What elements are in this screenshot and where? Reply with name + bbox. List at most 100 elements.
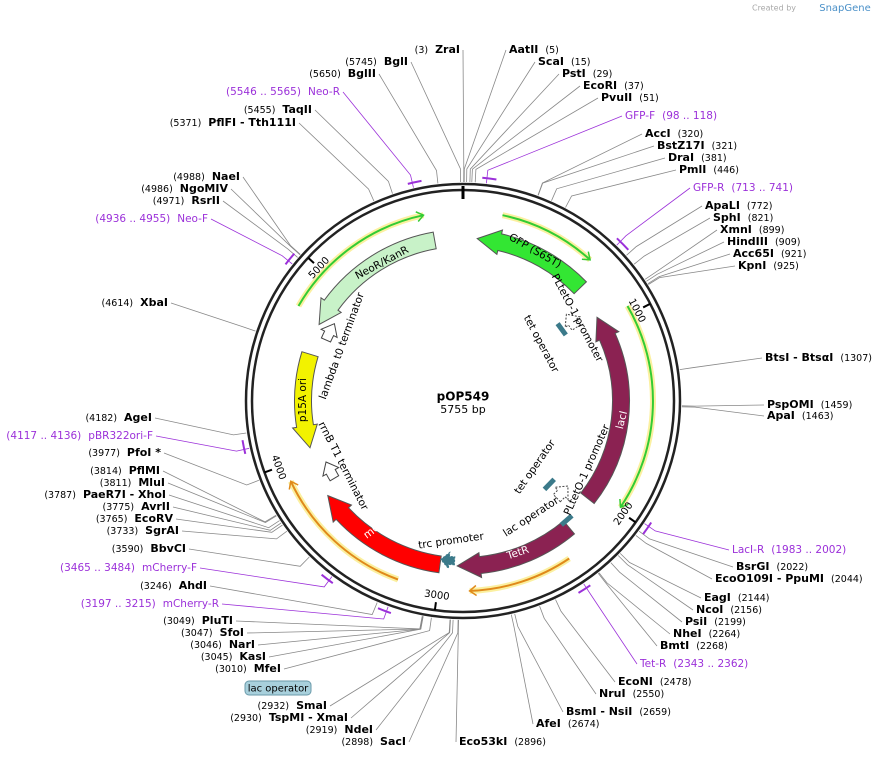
site-position: (2478) bbox=[660, 677, 692, 688]
plasmid-length: 5755 bp bbox=[440, 403, 485, 416]
site-name: BbvCI bbox=[150, 542, 186, 555]
site-name: Neo-F bbox=[177, 213, 208, 225]
site-leader bbox=[167, 482, 277, 524]
site-name: PmlI bbox=[679, 163, 706, 176]
feature-label: rrnB T1 terminator bbox=[315, 420, 370, 513]
site-name: TspMI - XmaI bbox=[269, 711, 348, 724]
feature-track-head bbox=[581, 251, 592, 261]
site-name: NaeI bbox=[212, 170, 240, 183]
feature-arrow bbox=[327, 494, 442, 574]
site-name: XbaI bbox=[140, 296, 168, 309]
site-leader bbox=[235, 616, 423, 630]
site-name: ApaLI bbox=[705, 199, 740, 212]
site-label: EcoRI (37) bbox=[583, 79, 644, 92]
site-position: (2659) bbox=[639, 707, 671, 718]
feature-arrow bbox=[318, 231, 437, 326]
primer-mark bbox=[284, 252, 296, 266]
site-leader bbox=[644, 523, 730, 551]
site-label: ApaI (1463) bbox=[767, 409, 834, 422]
site-position: (713 .. 741) bbox=[731, 182, 793, 194]
feature-arrow bbox=[322, 461, 340, 482]
feature-label: trc promoter bbox=[417, 530, 485, 551]
ruler-label: 3000 bbox=[423, 589, 450, 603]
site-leader bbox=[350, 619, 451, 719]
site-label: (4971) RsrII bbox=[153, 194, 220, 207]
site-leader bbox=[410, 61, 461, 183]
site-name: mCherry-R bbox=[163, 598, 219, 610]
site-position: (3787) bbox=[44, 490, 76, 501]
site-position: (1463) bbox=[802, 411, 834, 422]
site-label: BtsI - BtsαI (1307) bbox=[765, 351, 872, 364]
site-position: (29) bbox=[593, 69, 613, 80]
site-name: RsrII bbox=[191, 194, 220, 207]
site-label: PmlI (446) bbox=[679, 163, 739, 176]
site-name: BmtI bbox=[660, 639, 689, 652]
site-position: (3049) bbox=[163, 616, 195, 627]
site-name: pBR322ori-F bbox=[88, 430, 153, 442]
site-position: (3046) bbox=[190, 640, 222, 651]
site-name: mCherry-F bbox=[142, 562, 197, 574]
site-name: AfeI bbox=[536, 717, 561, 730]
site-leader bbox=[474, 97, 599, 183]
site-label: GFP-R (713 .. 741) bbox=[693, 182, 793, 194]
site-position: (5546 .. 5565) bbox=[226, 86, 301, 98]
operator bbox=[559, 513, 574, 527]
site-position: (2343 .. 2362) bbox=[673, 658, 748, 670]
site-name: HindIII bbox=[727, 235, 768, 248]
site-label: NcoI (2156) bbox=[696, 603, 762, 616]
site-label: AccI (320) bbox=[645, 127, 703, 140]
site-position: (2264) bbox=[709, 629, 741, 640]
site-leader bbox=[210, 218, 293, 265]
site-name: MluI bbox=[138, 476, 165, 489]
site-leader bbox=[537, 145, 655, 196]
site-position: (98 .. 118) bbox=[662, 110, 717, 122]
site-name: PspOMI bbox=[767, 398, 814, 411]
feature-arrow bbox=[291, 351, 319, 449]
site-name: Tet-R bbox=[639, 658, 666, 670]
site-leader bbox=[616, 187, 691, 246]
site-label: Eco53kI (2896) bbox=[459, 735, 546, 748]
site-label: (5546 .. 5565) Neo-R bbox=[226, 86, 340, 98]
site-name: AhdI bbox=[179, 579, 207, 592]
site-name: NheI bbox=[673, 627, 702, 640]
site-name: AvrII bbox=[141, 500, 170, 513]
site-position: (3246) bbox=[140, 581, 172, 592]
site-name: TaqII bbox=[282, 103, 312, 116]
site-leader bbox=[230, 188, 301, 256]
site-leader bbox=[378, 73, 439, 184]
site-leader bbox=[565, 169, 677, 208]
site-label: (3) ZraI bbox=[415, 43, 460, 56]
site-position: (4988) bbox=[173, 172, 205, 183]
site-position: (321) bbox=[712, 141, 738, 152]
feature-track-head bbox=[415, 211, 425, 222]
site-label: BstZ17I (321) bbox=[657, 139, 737, 152]
feature-arrow bbox=[439, 551, 456, 570]
backbone-outer bbox=[244, 182, 682, 620]
site-position: (3814) bbox=[90, 466, 122, 477]
site-name: BglII bbox=[348, 67, 376, 80]
site-leader bbox=[679, 357, 763, 370]
site-leader bbox=[514, 613, 564, 713]
site-label: SphI (821) bbox=[713, 211, 773, 224]
feature-track bbox=[619, 305, 654, 508]
site-position: (2932) bbox=[258, 701, 290, 712]
feature-label: p15A ori bbox=[297, 378, 309, 422]
site-leader bbox=[635, 535, 713, 580]
site-label: (3197 .. 3215) mCherry-R bbox=[81, 598, 219, 610]
site-name: PaeR7I - XhoI bbox=[83, 488, 166, 501]
site-position: (320) bbox=[678, 129, 704, 140]
feature-track bbox=[502, 214, 591, 261]
site-label: (4182) AgeI bbox=[85, 411, 152, 424]
site-position: (37) bbox=[624, 81, 644, 92]
primer-mark bbox=[642, 521, 653, 535]
site-label: (2898) SacI bbox=[341, 735, 406, 748]
site-label: NruI (2550) bbox=[599, 687, 664, 700]
site-label: (4117 .. 4136) pBR322ori-F bbox=[6, 430, 153, 442]
site-label: GFP-F (98 .. 118) bbox=[625, 110, 717, 122]
site-position: (3045) bbox=[201, 652, 233, 663]
site-position: (4182) bbox=[85, 413, 117, 424]
site-position: (772) bbox=[747, 201, 773, 212]
site-leader bbox=[598, 572, 671, 635]
site-leader bbox=[638, 530, 734, 568]
site-name: PflMI bbox=[129, 464, 160, 477]
